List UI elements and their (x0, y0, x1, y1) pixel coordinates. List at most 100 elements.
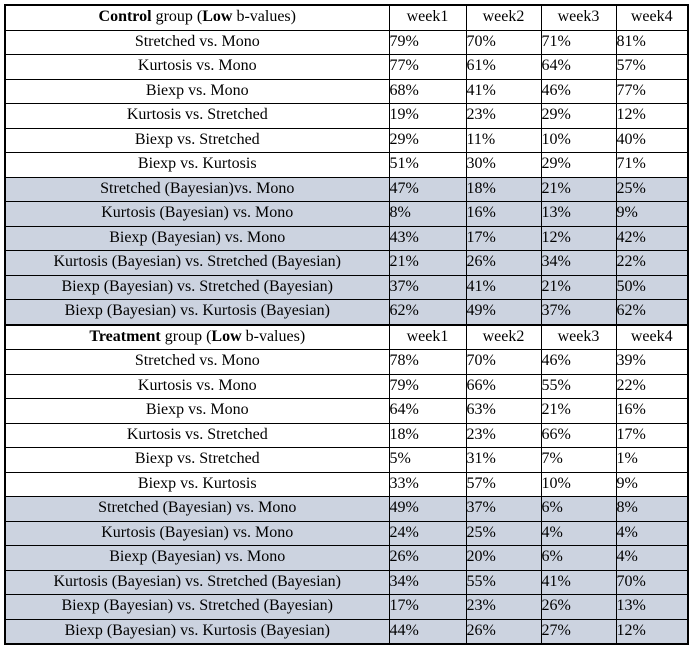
value-cell: 51% (388, 152, 467, 178)
row-label: Biexp (Bayesian) vs. Kurtosis (Bayesian) (4, 299, 390, 325)
value-cell: 71% (615, 152, 689, 178)
table-row: Stretched vs. Mono 78% 70% 46% 39% (4, 349, 689, 375)
table-row: Biexp vs. Mono 64% 63% 21% 16% (4, 398, 689, 424)
value-cell: 20% (465, 545, 542, 571)
value-cell: 31% (465, 447, 542, 473)
value-cell: 50% (615, 274, 689, 300)
value-cell: 21% (388, 250, 467, 276)
table-row: Biexp vs. Stretched 29% 11% 10% 40% (4, 127, 689, 153)
row-label: Biexp vs. Kurtosis (4, 152, 390, 178)
section-title: Control group (Low b-values) (4, 4, 390, 31)
table-row: Kurtosis vs. Stretched 18% 23% 66% 17% (4, 422, 689, 448)
value-cell: 13% (540, 201, 617, 227)
column-header-week3: week3 (540, 4, 617, 31)
table-row: Stretched (Bayesian) vs. Mono 49% 37% 6% 8% (4, 496, 689, 522)
value-cell: 9% (615, 471, 689, 497)
row-label: Biexp vs. Mono (4, 78, 390, 104)
section-title-part: Low (202, 8, 233, 26)
row-label: Kurtosis vs. Mono (4, 373, 390, 399)
value-cell: 21% (540, 398, 617, 424)
table-row: Kurtosis (Bayesian) vs. Stretched (Bayes… (4, 569, 689, 595)
table-row: Biexp (Bayesian) vs. Stretched (Bayesian… (4, 274, 689, 300)
value-cell: 8% (615, 496, 689, 522)
row-label: Kurtosis (Bayesian) vs. Stretched (Bayes… (4, 569, 390, 595)
table-row: Biexp vs. Stretched 5% 31% 7% 1% (4, 447, 689, 473)
row-label: Biexp vs. Stretched (4, 127, 390, 153)
section-header-row: Treatment group (Low b-values) week1 week2… (4, 323, 689, 350)
value-cell: 19% (388, 103, 467, 129)
row-label: Biexp (Bayesian) vs. Stretched (Bayesian… (4, 594, 390, 620)
value-cell: 66% (465, 373, 542, 399)
table-row: Biexp (Bayesian) vs. Kurtosis (Bayesian)… (4, 618, 689, 645)
section-title-part: b-values) (241, 327, 306, 345)
row-label: Kurtosis vs. Stretched (4, 422, 390, 448)
value-cell: 10% (540, 471, 617, 497)
model-comparison-table: Control group (Low b-values) week1 week2 we… (4, 4, 689, 645)
row-label: Kurtosis vs. Stretched (4, 103, 390, 129)
value-cell: 27% (540, 618, 617, 645)
value-cell: 64% (540, 54, 617, 80)
value-cell: 29% (388, 127, 467, 153)
row-label: Kurtosis (Bayesian) vs. Mono (4, 201, 390, 227)
value-cell: 12% (615, 618, 689, 645)
value-cell: 26% (465, 250, 542, 276)
row-label: Biexp (Bayesian) vs. Mono (4, 225, 390, 251)
section-title-part: group ( (160, 327, 212, 345)
value-cell: 24% (388, 520, 467, 546)
value-cell: 12% (540, 225, 617, 251)
value-cell: 34% (388, 569, 467, 595)
table-row: Stretched (Bayesian)vs. Mono 47% 18% 21% 25% (4, 176, 689, 202)
value-cell: 42% (615, 225, 689, 251)
value-cell: 17% (465, 225, 542, 251)
value-cell: 23% (465, 103, 542, 129)
table-row: Kurtosis vs. Stretched 19% 23% 29% 12% (4, 103, 689, 129)
value-cell: 57% (465, 471, 542, 497)
table-row: Biexp (Bayesian) vs. Mono 43% 17% 12% 42% (4, 225, 689, 251)
row-label: Biexp vs. Kurtosis (4, 471, 390, 497)
value-cell: 21% (540, 176, 617, 202)
table-row: Kurtosis vs. Mono 77% 61% 64% 57% (4, 54, 689, 80)
value-cell: 46% (540, 78, 617, 104)
row-label: Stretched (Bayesian)vs. Mono (4, 176, 390, 202)
value-cell: 10% (540, 127, 617, 153)
value-cell: 77% (615, 78, 689, 104)
value-cell: 13% (615, 594, 689, 620)
value-cell: 33% (388, 471, 467, 497)
row-label: Stretched vs. Mono (4, 349, 390, 375)
value-cell: 17% (615, 422, 689, 448)
row-label: Kurtosis (Bayesian) vs. Stretched (Bayes… (4, 250, 390, 276)
table-row: Biexp vs. Mono 68% 41% 46% 77% (4, 78, 689, 104)
value-cell: 44% (388, 618, 467, 645)
value-cell: 16% (615, 398, 689, 424)
value-cell: 37% (465, 496, 542, 522)
table-row: Biexp (Bayesian) vs. Mono 26% 20% 6% 4% (4, 545, 689, 571)
value-cell: 77% (388, 54, 467, 80)
section-title: Treatment group (Low b-values) (4, 323, 390, 350)
value-cell: 41% (540, 569, 617, 595)
table-row: Kurtosis (Bayesian) vs. Stretched (Bayes… (4, 250, 689, 276)
value-cell: 26% (540, 594, 617, 620)
column-header-week3: week3 (540, 323, 617, 350)
value-cell: 18% (388, 422, 467, 448)
table-row: Kurtosis (Bayesian) vs. Mono 24% 25% 4% 4% (4, 520, 689, 546)
column-header-week4: week4 (615, 323, 689, 350)
value-cell: 4% (615, 545, 689, 571)
row-label: Biexp (Bayesian) vs. Mono (4, 545, 390, 571)
value-cell: 4% (540, 520, 617, 546)
value-cell: 79% (388, 29, 467, 55)
value-cell: 41% (465, 274, 542, 300)
value-cell: 61% (465, 54, 542, 80)
value-cell: 21% (540, 274, 617, 300)
section-header-row: Control group (Low b-values) week1 week2 we… (4, 4, 689, 31)
row-label: Biexp vs. Stretched (4, 447, 390, 473)
value-cell: 22% (615, 250, 689, 276)
column-header-week4: week4 (615, 4, 689, 31)
value-cell: 5% (388, 447, 467, 473)
value-cell: 29% (540, 103, 617, 129)
value-cell: 29% (540, 152, 617, 178)
value-cell: 37% (388, 274, 467, 300)
value-cell: 57% (615, 54, 689, 80)
row-label: Biexp (Bayesian) vs. Kurtosis (Bayesian) (4, 618, 390, 645)
value-cell: 64% (388, 398, 467, 424)
